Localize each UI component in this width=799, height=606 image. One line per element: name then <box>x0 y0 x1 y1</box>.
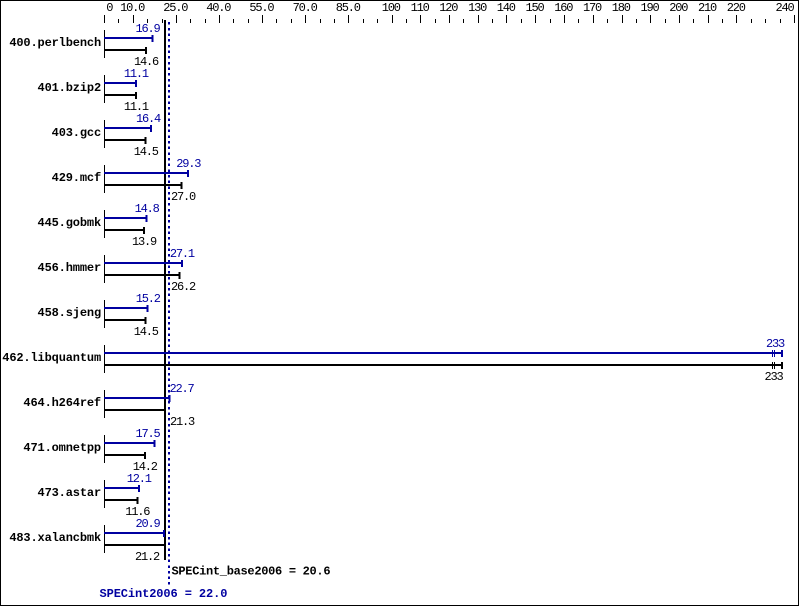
svg-text:464.h264ref: 464.h264ref <box>23 396 101 410</box>
svg-text:150: 150 <box>525 1 544 15</box>
svg-text:14.6: 14.6 <box>134 55 159 69</box>
svg-text:220: 220 <box>727 1 746 15</box>
svg-text:10.0: 10.0 <box>120 1 145 15</box>
svg-text:55.0: 55.0 <box>249 1 274 15</box>
svg-text:233: 233 <box>764 370 783 384</box>
svg-text:456.hmmer: 456.hmmer <box>38 261 101 275</box>
svg-text:27.0: 27.0 <box>171 190 196 204</box>
svg-text:458.sjeng: 458.sjeng <box>38 306 101 320</box>
svg-text:403.gcc: 403.gcc <box>52 126 101 140</box>
svg-text:11.1: 11.1 <box>124 100 149 114</box>
svg-text:40.0: 40.0 <box>206 1 231 15</box>
svg-text:21.2: 21.2 <box>135 550 160 564</box>
svg-text:29.3: 29.3 <box>176 157 201 171</box>
svg-text:140: 140 <box>497 1 516 15</box>
svg-text:0: 0 <box>106 1 113 15</box>
svg-text:14.5: 14.5 <box>134 145 159 159</box>
svg-text:400.perlbench: 400.perlbench <box>9 36 101 50</box>
svg-text:170: 170 <box>583 1 602 15</box>
svg-text:445.gobmk: 445.gobmk <box>38 216 101 230</box>
svg-text:14.8: 14.8 <box>135 202 160 216</box>
svg-text:11.6: 11.6 <box>125 505 150 519</box>
svg-text:27.1: 27.1 <box>170 247 195 261</box>
svg-text:16.9: 16.9 <box>135 22 160 36</box>
svg-text:180: 180 <box>612 1 631 15</box>
svg-text:14.5: 14.5 <box>134 325 159 339</box>
svg-text:110: 110 <box>411 1 430 15</box>
svg-text:SPECint_base2006 = 20.6: SPECint_base2006 = 20.6 <box>172 565 331 579</box>
svg-text:240: 240 <box>775 1 794 15</box>
svg-text:462.libquantum: 462.libquantum <box>2 351 101 365</box>
svg-text:401.bzip2: 401.bzip2 <box>38 81 101 95</box>
svg-text:11.1: 11.1 <box>124 67 149 81</box>
svg-text:SPECint2006 = 22.0: SPECint2006 = 22.0 <box>100 587 228 601</box>
svg-text:100: 100 <box>382 1 401 15</box>
svg-text:160: 160 <box>554 1 573 15</box>
svg-text:190: 190 <box>640 1 659 15</box>
svg-text:17.5: 17.5 <box>135 427 160 441</box>
svg-text:26.2: 26.2 <box>171 280 196 294</box>
svg-text:473.astar: 473.astar <box>38 486 101 500</box>
svg-text:130: 130 <box>468 1 487 15</box>
svg-text:70.0: 70.0 <box>293 1 318 15</box>
svg-text:16.4: 16.4 <box>136 112 161 126</box>
svg-text:13.9: 13.9 <box>132 235 157 249</box>
svg-text:85.0: 85.0 <box>336 1 361 15</box>
svg-text:21.3: 21.3 <box>170 415 195 429</box>
svg-text:233: 233 <box>766 337 785 351</box>
svg-text:15.2: 15.2 <box>136 292 161 306</box>
svg-text:14.2: 14.2 <box>133 460 158 474</box>
svg-text:20.9: 20.9 <box>135 517 160 531</box>
svg-text:22.7: 22.7 <box>169 382 194 396</box>
svg-text:12.1: 12.1 <box>127 472 152 486</box>
svg-text:25.0: 25.0 <box>163 1 188 15</box>
svg-text:200: 200 <box>669 1 688 15</box>
svg-text:120: 120 <box>439 1 458 15</box>
svg-text:483.xalancbmk: 483.xalancbmk <box>9 531 101 545</box>
svg-text:210: 210 <box>698 1 717 15</box>
svg-text:471.omnetpp: 471.omnetpp <box>23 441 101 455</box>
svg-text:429.mcf: 429.mcf <box>52 171 101 185</box>
